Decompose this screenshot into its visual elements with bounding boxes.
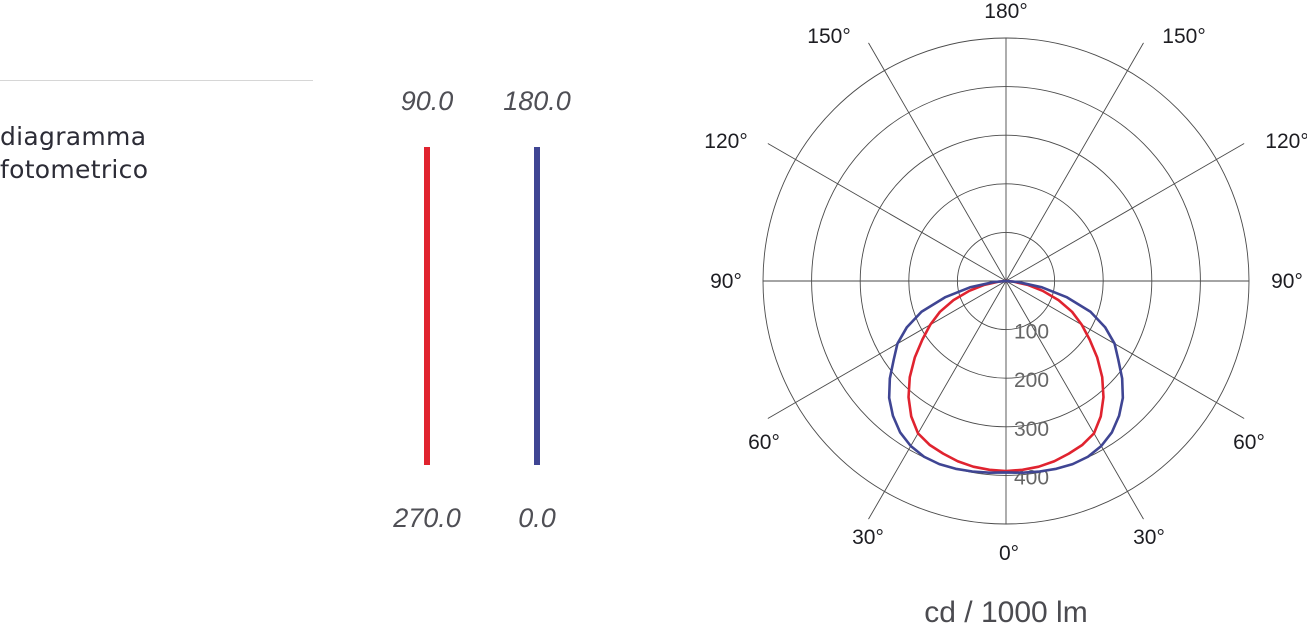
radial-tick-label: 300 [1014, 418, 1049, 441]
page-title: diagramma fotometrico [0, 120, 148, 186]
angle-label: 150° [1162, 25, 1205, 48]
legend-series-2-swatch [534, 147, 540, 465]
legend-series-1-top-label: 90.0 [400, 86, 454, 116]
angle-label: 30° [852, 526, 884, 549]
grid-spoke [767, 280, 1007, 419]
legend-series-2-top-label: 180.0 [503, 86, 571, 116]
grid-spoke [868, 280, 1007, 520]
page-title-line1: diagramma [0, 122, 147, 151]
grid-spoke [1005, 280, 1144, 520]
angle-label: 120° [1265, 130, 1307, 153]
radial-tick-label: 200 [1014, 369, 1049, 392]
header-divider [0, 80, 313, 81]
legend-series-1-bottom-label: 270.0 [393, 503, 461, 533]
angle-label: 60° [748, 431, 780, 454]
grid-spoke [1005, 143, 1245, 282]
grid-spoke [868, 42, 1007, 282]
angle-label: 120° [704, 130, 747, 153]
angle-label: 150° [807, 25, 850, 48]
angle-label: 90° [710, 270, 742, 293]
grid-spoke [1005, 42, 1144, 282]
series-curve-2 [887, 279, 1125, 475]
grid-spoke [1005, 280, 1245, 419]
page-title-line2: fotometrico [0, 155, 149, 184]
angle-label: 180° [984, 0, 1027, 23]
legend-series-2-bottom-label: 0.0 [518, 503, 556, 533]
angle-label: 60° [1233, 431, 1265, 454]
grid-spoke [767, 143, 1007, 282]
legend-series-1-swatch [424, 147, 430, 465]
angle-label: 0° [999, 542, 1019, 565]
angle-label: 30° [1133, 526, 1165, 549]
radial-tick-label: 100 [1014, 321, 1049, 344]
angle-label: 90° [1271, 270, 1303, 293]
unit-label: cd / 1000 lm [924, 596, 1087, 626]
